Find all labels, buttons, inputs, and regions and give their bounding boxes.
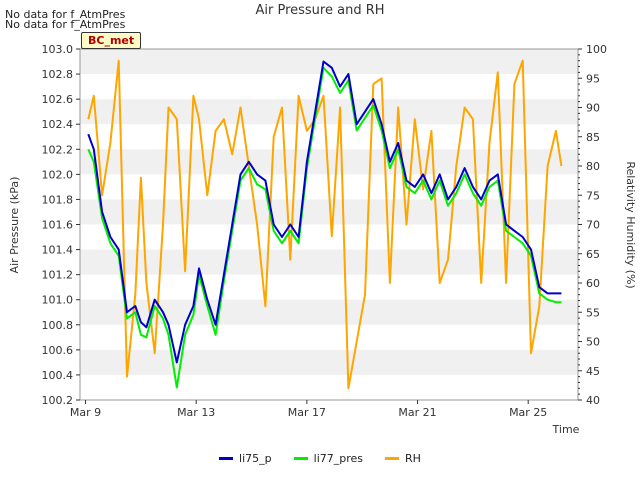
left-tick-label: 102.8: [42, 68, 74, 81]
left-tick-label: 101.4: [42, 244, 74, 257]
grid-band: [80, 249, 578, 275]
legend-item-li77-pres: li77_pres: [293, 452, 364, 465]
x-tick-label: Mar 9: [70, 406, 101, 419]
right-tick-label: 40: [586, 394, 600, 407]
legend: li75_p li77_pres RH: [0, 452, 640, 465]
legend-swatch-li75-p: [219, 457, 234, 460]
grid-band: [80, 99, 578, 125]
x-tick-label: Mar 17: [288, 406, 326, 419]
x-tick-label: Mar 21: [398, 406, 436, 419]
right-tick-label: 90: [586, 102, 600, 115]
legend-label-rh: RH: [405, 452, 421, 465]
left-tick-label: 102.6: [42, 93, 74, 106]
left-tick-label: 101.2: [42, 269, 74, 282]
right-tick-label: 95: [586, 72, 600, 85]
grid-bands: [80, 49, 578, 375]
left-tick-label: 100.2: [42, 394, 74, 407]
chart-title: Air Pressure and RH: [255, 3, 385, 18]
series-line-rh: [87, 59, 563, 390]
grid-band: [80, 349, 578, 375]
left-tick-label: 102.2: [42, 143, 74, 156]
right-tick-label: 70: [586, 219, 600, 232]
right-axis-label: Relativity Humidity (%): [624, 161, 637, 288]
left-tick-label: 102.0: [42, 168, 74, 181]
right-tick-label: 65: [586, 248, 600, 261]
legend-swatch-rh: [385, 457, 400, 460]
right-tick-label: 45: [586, 365, 600, 378]
grid-band: [80, 299, 578, 325]
right-tick-label: 85: [586, 131, 600, 144]
legend-item-li75-p: li75_p: [219, 452, 272, 465]
x-axis-ticks: Mar 9 Mar 13 Mar 17 Mar 21 Mar 25: [70, 400, 547, 419]
right-tick-label: 80: [586, 160, 600, 173]
series-line-li77-pres: [87, 66, 562, 389]
left-tick-label: 102.4: [42, 118, 74, 131]
right-tick-label: 55: [586, 306, 600, 319]
legend-label-li77-pres: li77_pres: [313, 452, 364, 465]
no-data-notice-2: No data for f_AtmPres: [5, 18, 126, 31]
left-tick-label: 101.0: [42, 294, 74, 307]
right-axis-ticks: 40 45 50 55 60 65 70 75 80 85 90 95 100: [578, 43, 607, 407]
series-lines: [87, 59, 563, 390]
no-data-notice-1: No data for f_AtmPres: [5, 8, 126, 21]
legend-label-li75-p: li75_p: [239, 452, 272, 465]
site-badge: BC_met: [81, 32, 142, 49]
x-axis-label: Time: [552, 423, 580, 436]
legend-swatch-li77-pres: [293, 457, 308, 460]
left-tick-label: 103.0: [42, 43, 74, 56]
grid-band: [80, 149, 578, 175]
right-tick-label: 60: [586, 277, 600, 290]
series-line-li75-p: [87, 60, 562, 364]
legend-item-rh: RH: [385, 452, 421, 465]
left-tick-label: 101.6: [42, 219, 74, 232]
grid-band: [80, 49, 578, 75]
left-axis-ticks: 100.2 100.4 100.6 100.8 101.0 101.2 101.4 101.6…: [42, 43, 80, 407]
left-axis-label: Air Pressure (kPa): [8, 177, 21, 274]
right-tick-label: 100: [586, 43, 607, 56]
right-tick-label: 75: [586, 189, 600, 202]
x-tick-label: Mar 13: [177, 406, 215, 419]
left-tick-label: 100.6: [42, 344, 74, 357]
right-tick-label: 50: [586, 336, 600, 349]
left-tick-label: 101.8: [42, 193, 74, 206]
left-tick-label: 100.8: [42, 319, 74, 332]
x-tick-label: Mar 25: [509, 406, 547, 419]
left-tick-label: 100.4: [42, 369, 74, 382]
